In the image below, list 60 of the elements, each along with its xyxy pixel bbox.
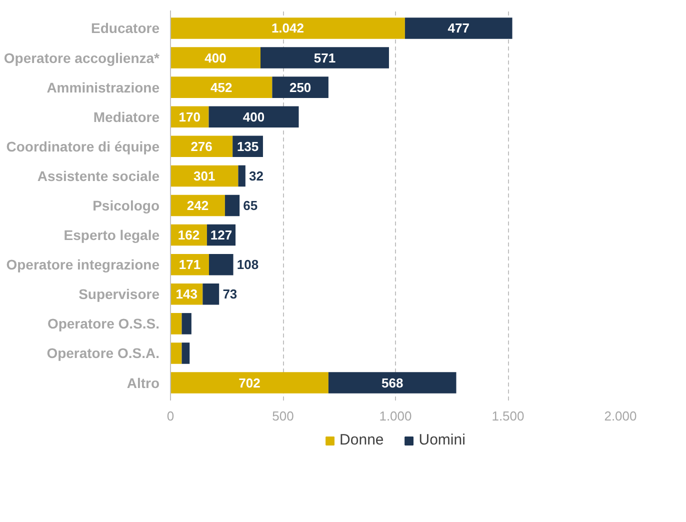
bar [272, 76, 328, 98]
bar [170, 372, 328, 394]
data-label: 242 [186, 198, 209, 213]
x-tick-label: 1.000 [379, 408, 412, 424]
data-label: 250 [289, 80, 312, 95]
bar [404, 18, 512, 39]
data-label: 73 [222, 286, 238, 302]
data-label: 171 [178, 257, 201, 272]
data-label: 400 [204, 50, 226, 66]
data-label: 702 [238, 375, 260, 390]
data-label: 162 [178, 228, 200, 243]
y-tick-label: Operatore O.S.A. [46, 345, 160, 362]
y-tick-label: Altro [126, 374, 160, 391]
data-label: 32 [249, 168, 264, 184]
y-tick-label: Operatore accoglienza* [4, 50, 160, 66]
y-tick-label: Educatore [91, 20, 160, 36]
bar [170, 342, 182, 364]
y-tick-label: Amministrazione [46, 79, 160, 96]
bar [202, 284, 220, 305]
x-tick-label: 500 [272, 408, 294, 424]
y-tick-label: Operatore O.S.S. [47, 316, 160, 332]
y-tick-label: Psicologo [92, 198, 160, 214]
bar [328, 372, 456, 394]
bar [170, 76, 272, 98]
bar [224, 194, 240, 216]
x-tick-label: 1.500 [492, 408, 524, 424]
bar [182, 313, 192, 334]
bar [208, 106, 299, 128]
bar [170, 165, 238, 187]
data-label: 1.042 [271, 20, 304, 36]
data-label: 568 [382, 375, 404, 390]
bar [170, 47, 260, 68]
data-label: 143 [176, 286, 198, 302]
data-label: 127 [210, 228, 232, 243]
legend-label: Donne [340, 432, 384, 448]
data-label: 571 [314, 50, 336, 66]
legend-label: Uomini [418, 432, 466, 448]
bar [170, 313, 182, 334]
bar [182, 342, 190, 364]
y-tick-label: Esperto legale [64, 227, 160, 244]
x-tick-label: 2.000 [604, 408, 637, 424]
x-tick-label: 0 [166, 408, 174, 424]
bar [260, 47, 389, 68]
data-label: 135 [236, 138, 259, 154]
data-label: 170 [178, 109, 200, 124]
data-label: 400 [242, 109, 265, 124]
data-label: 452 [210, 80, 232, 95]
data-label: 477 [448, 20, 470, 36]
bar [170, 18, 405, 39]
y-tick-label: Mediatore [93, 108, 160, 125]
bar [238, 165, 246, 187]
data-label: 276 [190, 138, 212, 154]
data-label: 65 [243, 198, 258, 213]
y-tick-label: Operatore integrazione [6, 256, 160, 273]
y-tick-label: Coordinatore di équipe [6, 138, 160, 154]
y-tick-label: Assistente sociale [37, 168, 160, 184]
data-label: 108 [236, 257, 259, 272]
bar [208, 254, 234, 276]
y-tick-label: Supervisore [78, 286, 160, 302]
data-label: 301 [194, 168, 216, 184]
